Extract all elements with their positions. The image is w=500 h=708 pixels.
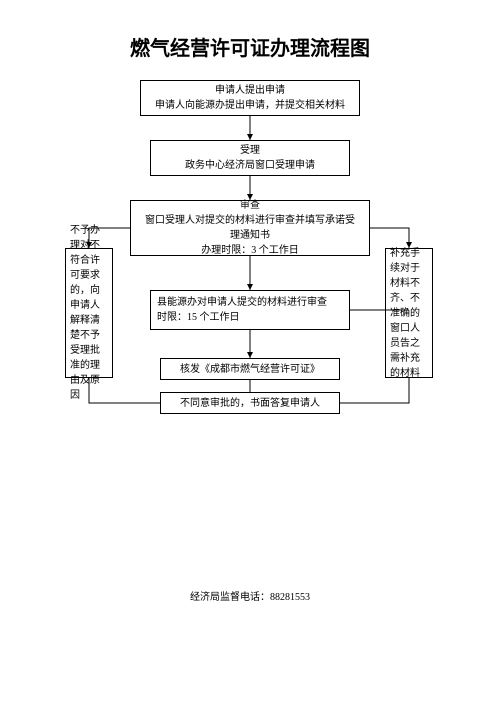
step-desc: 县能源办对申请人提交的材料进行审查 xyxy=(157,295,327,310)
step-desc: 不同意审批的，书面答复申请人 xyxy=(180,396,320,411)
step-time: 办理时限：3 个工作日 xyxy=(201,243,299,258)
step-desc: 补充手续对于材料不齐、不准确的窗口人员告之需补充的材料 xyxy=(390,246,428,381)
step-desc: 政务中心经济局窗口受理申请 xyxy=(185,158,315,173)
step-label: 审查 xyxy=(240,198,260,213)
page-title: 燃气经营许可证办理流程图 xyxy=(0,32,500,61)
step-issue-license: 核发《成都市燃气经营许可证》 xyxy=(160,358,340,380)
step-county-review: 县能源办对申请人提交的材料进行审查 时限：15 个工作日 xyxy=(150,290,350,330)
step-rejection-explain: 不予办理对不符合许可要求的，向申请人解释清楚不予受理批准的理由及原因 xyxy=(65,248,113,378)
step-label: 申请人提出申请 xyxy=(215,83,285,98)
step-written-reply: 不同意审批的，书面答复申请人 xyxy=(160,392,340,414)
step-desc: 核发《成都市燃气经营许可证》 xyxy=(180,362,320,377)
step-desc: 不予办理对不符合许可要求的，向申请人解释清楚不予受理批准的理由及原因 xyxy=(70,223,108,403)
step-supplement-materials: 补充手续对于材料不齐、不准确的窗口人员告之需补充的材料 xyxy=(385,248,433,378)
step-time: 时限：15 个工作日 xyxy=(157,310,240,325)
step-label: 受理 xyxy=(240,143,260,158)
step-review: 审查 窗口受理人对提交的材料进行审查并填写承诺受理通知书 办理时限：3 个工作日 xyxy=(130,200,370,256)
step-submit-application: 申请人提出申请 申请人向能源办提出申请，并提交相关材料 xyxy=(140,80,360,116)
step-desc: 申请人向能源办提出申请，并提交相关材料 xyxy=(155,98,345,113)
footer-contact: 经济局监督电话：88281553 xyxy=(0,588,500,603)
step-acceptance: 受理 政务中心经济局窗口受理申请 xyxy=(150,140,350,176)
step-desc: 窗口受理人对提交的材料进行审查并填写承诺受理通知书 xyxy=(137,213,363,243)
